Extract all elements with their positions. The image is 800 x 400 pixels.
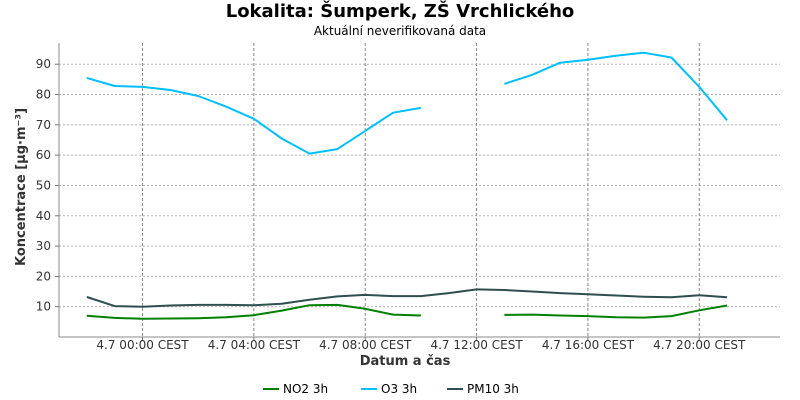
y-tick-label: 50	[36, 178, 51, 192]
y-axis-label: Koncentrace [µg·m⁻³]	[14, 108, 29, 266]
y-axis-ticks: 10 20 30 40 50 60 70 80 90	[36, 57, 59, 314]
legend-label-pm10-3h: PM10 3h	[467, 382, 519, 396]
x-tick-label: 4.7 12:00 CEST	[430, 338, 523, 352]
legend: NO2 3h O3 3h PM10 3h	[263, 382, 519, 396]
y-tick-label: 10	[36, 300, 51, 314]
series-line-pm10-3h	[86, 288, 728, 308]
chart-title: Lokalita: Šumperk, ZŠ Vrchlického	[225, 1, 575, 22]
series-line-no2-3h	[86, 303, 421, 320]
x-tick-label: 4.7 20:00 CEST	[653, 338, 746, 352]
y-tick-label: 60	[36, 148, 51, 162]
x-tick-label: 4.7 08:00 CEST	[319, 338, 412, 352]
axes	[58, 43, 780, 338]
x-tick-label: 4.7 00:00 CEST	[96, 338, 189, 352]
x-tick-label: 4.7 04:00 CEST	[208, 338, 301, 352]
chart-subtitle: Aktuální neverifikovaná data	[313, 24, 487, 38]
x-axis-ticks: 4.7 00:00 CEST 4.7 04:00 CEST 4.7 08:00 CE…	[96, 337, 746, 352]
legend-item-no2-3h: NO2 3h	[263, 382, 328, 396]
series-lines	[86, 51, 728, 320]
series-line-o3-3h	[504, 51, 728, 121]
y-tick-label: 40	[36, 209, 51, 223]
y-tick-label: 80	[36, 88, 51, 102]
y-tick-label: 70	[36, 118, 51, 132]
legend-label-no2-3h: NO2 3h	[283, 382, 328, 396]
gridlines	[59, 43, 780, 337]
x-axis-label: Datum a čas	[360, 354, 451, 369]
legend-item-o3-3h: O3 3h	[361, 382, 417, 396]
y-tick-label: 20	[36, 269, 51, 283]
x-tick-label: 4.7 16:00 CEST	[542, 338, 635, 352]
legend-label-o3-3h: O3 3h	[381, 382, 417, 396]
series-line-o3-3h	[86, 76, 422, 155]
series-line-no2-3h	[504, 304, 728, 319]
y-tick-label: 90	[36, 57, 51, 71]
y-tick-label: 30	[36, 239, 51, 253]
legend-item-pm10-3h: PM10 3h	[447, 382, 519, 396]
